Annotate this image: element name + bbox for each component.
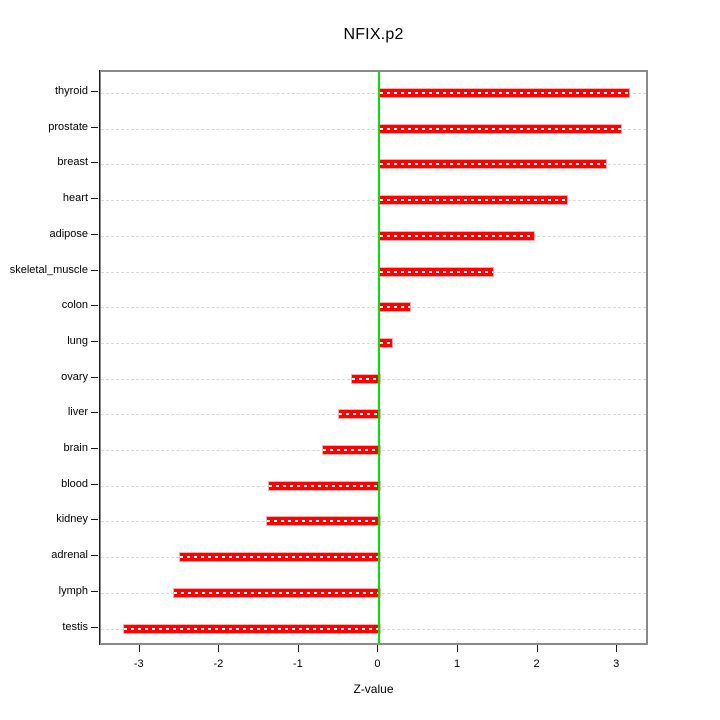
bar-breast <box>379 159 608 170</box>
y-tick-label-adrenal: adrenal <box>51 549 88 562</box>
y-tick-thyroid <box>91 91 98 92</box>
bar-center-dashes <box>380 199 568 202</box>
y-tick-label-thyroid: thyroid <box>54 85 88 97</box>
bar-center-dashes <box>339 413 381 416</box>
y-tick-heart <box>91 198 98 200</box>
y-tick-label-breast: breast <box>57 156 88 169</box>
bar-center-dashes <box>124 627 381 630</box>
grid-line <box>101 164 646 166</box>
y-tick-kidney <box>91 519 98 521</box>
bar-prostate <box>379 123 622 134</box>
plot-area <box>99 70 648 645</box>
x-tick-label--3: -3 <box>133 658 144 670</box>
bar-center-dashes <box>380 127 621 130</box>
y-tick-label-lymph: lymph <box>58 584 88 597</box>
x-tick--3 <box>138 645 140 652</box>
grid-line <box>101 93 646 94</box>
x-axis-label: Z-value <box>353 682 394 696</box>
y-tick-label-skeletal_muscle: skeletal_muscle <box>9 263 88 276</box>
grid-line <box>101 342 646 344</box>
bar-lung <box>379 337 394 348</box>
zero-reference-line <box>378 72 381 643</box>
y-tick-adipose <box>91 233 98 235</box>
y-tick-skeletal_muscle <box>91 269 98 271</box>
bar-skeletal_muscle <box>379 266 495 277</box>
y-tick-brain <box>91 448 98 449</box>
bar-center-dashes <box>380 270 494 273</box>
x-tick-label--1: -1 <box>293 658 303 670</box>
bar-kidney <box>266 516 382 527</box>
grid-line <box>101 200 646 202</box>
bar-adipose <box>379 230 536 241</box>
y-axis-line <box>99 70 100 645</box>
bar-colon <box>379 302 411 313</box>
bar-center-dashes <box>323 449 381 451</box>
grid-line <box>101 235 646 237</box>
bar-thyroid <box>379 88 630 98</box>
bar-center-dashes <box>380 163 607 166</box>
x-tick-label--2: -2 <box>213 658 224 670</box>
bar-testis <box>123 623 382 634</box>
y-tick-lung <box>91 340 98 342</box>
x-tick-3 <box>616 645 618 652</box>
y-tick-adrenal <box>91 555 98 557</box>
y-tick-breast <box>91 162 98 164</box>
y-tick-label-colon: colon <box>61 299 88 312</box>
y-tick-label-adipose: adipose <box>49 227 88 240</box>
y-tick-liver <box>91 412 98 414</box>
y-tick-label-blood: blood <box>61 477 88 490</box>
y-tick-testis <box>91 626 98 628</box>
y-tick-colon <box>91 305 98 307</box>
bar-center-dashes <box>269 484 381 487</box>
y-tick-ovary <box>91 376 98 378</box>
x-tick-label-3: 3 <box>613 658 620 670</box>
bar-blood <box>268 480 382 491</box>
grid-line <box>101 307 646 309</box>
bar-liver <box>338 409 382 420</box>
x-tick--1 <box>297 645 299 652</box>
y-tick-prostate <box>91 126 98 128</box>
bar-center-dashes <box>351 377 381 380</box>
y-tick-label-brain: brain <box>63 442 88 454</box>
y-tick-label-heart: heart <box>62 192 88 205</box>
bar-center-dashes <box>380 341 393 344</box>
x-tick--2 <box>218 645 220 652</box>
y-tick-label-prostate: prostate <box>48 120 88 133</box>
bar-center-dashes <box>173 591 381 594</box>
y-tick-label-ovary: ovary <box>61 370 88 383</box>
bar-center-dashes <box>380 234 535 237</box>
bar-center-dashes <box>380 92 629 94</box>
x-tick-label-0: 0 <box>374 658 381 670</box>
x-tick-label-2: 2 <box>533 658 540 670</box>
bar-heart <box>379 195 569 206</box>
y-tick-lymph <box>91 590 98 592</box>
bar-center-dashes <box>179 556 381 559</box>
y-tick-label-lung: lung <box>67 334 88 347</box>
bar-center-dashes <box>267 520 381 523</box>
grid-line <box>101 271 646 273</box>
y-tick-label-testis: testis <box>62 620 88 633</box>
x-tick-0 <box>377 645 379 652</box>
bar-adrenal <box>178 552 382 563</box>
y-tick-label-kidney: kidney <box>56 513 88 526</box>
x-tick-2 <box>536 645 538 652</box>
bar-center-dashes <box>380 306 410 309</box>
chart-title: NFIX.p2 <box>343 26 404 43</box>
x-tick-label-1: 1 <box>453 658 461 670</box>
bar-ovary <box>350 373 382 384</box>
bar-brain <box>322 445 382 455</box>
x-tick-1 <box>457 645 459 652</box>
bar-lymph <box>172 587 382 598</box>
grid-line <box>101 128 646 130</box>
y-tick-blood <box>91 483 98 485</box>
y-tick-label-liver: liver <box>67 406 88 419</box>
